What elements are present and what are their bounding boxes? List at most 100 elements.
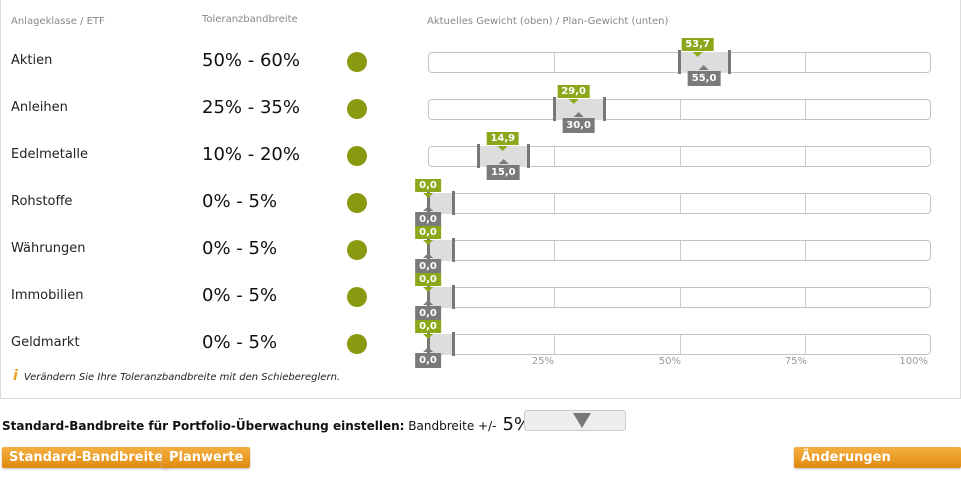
tolerance-range: 10% - 20% — [202, 144, 300, 165]
min-handle[interactable] — [552, 97, 556, 121]
standard-band-slider[interactable] — [524, 410, 626, 431]
max-handle[interactable] — [602, 97, 606, 121]
actual-weight-label: 53,7 — [681, 38, 714, 57]
gridline — [680, 147, 681, 166]
plan-weight-label: 30,0 — [562, 112, 595, 133]
gridline — [805, 288, 806, 307]
hint: i Verändern Sie Ihre Toleranzbandbreite m… — [13, 368, 340, 384]
gridline — [805, 147, 806, 166]
status-dot — [347, 193, 367, 213]
max-handle[interactable] — [452, 191, 456, 215]
tolerance-band — [679, 52, 730, 73]
asset-name: Währungen — [11, 241, 86, 256]
weight-track[interactable] — [428, 99, 931, 120]
standard-value: 5% — [502, 414, 532, 435]
header-tolerance: Toleranzbandbreite — [202, 14, 298, 25]
header-asset: Anlageklasse / ETF — [11, 16, 105, 27]
tolerance-range: 0% - 5% — [202, 285, 278, 306]
gridline — [554, 53, 555, 72]
min-handle[interactable] — [427, 332, 430, 356]
header-weights: Aktuelles Gewicht (oben) / Plan-Gewicht … — [427, 16, 669, 27]
gridline — [554, 335, 555, 354]
status-dot — [347, 287, 367, 307]
standard-band-setting: Standard-Bandbreite für Portfolio-Überwa… — [2, 414, 541, 435]
min-handle[interactable] — [427, 191, 430, 215]
info-icon: i — [13, 368, 18, 384]
gridline — [805, 100, 806, 119]
asset-name: Geldmarkt — [11, 335, 80, 350]
actual-weight-label: 0,0 — [415, 226, 441, 245]
plan-values-button[interactable]: Planwerte — [162, 447, 251, 468]
tick-label: 75% — [784, 356, 807, 367]
tick-label: 25% — [531, 356, 554, 367]
weight-track[interactable] — [428, 193, 931, 214]
gridline — [680, 335, 681, 354]
plan-weight-label: 0,0 — [415, 347, 441, 368]
tolerance-band — [553, 99, 604, 120]
tolerance-range: 50% - 60% — [202, 50, 300, 71]
weight-track[interactable] — [428, 146, 931, 167]
tolerance-band — [428, 193, 454, 214]
tolerance-band — [428, 334, 454, 355]
slider-handle[interactable] — [573, 413, 591, 428]
weight-track[interactable] — [428, 334, 931, 355]
gridline — [680, 288, 681, 307]
tolerance-band — [478, 146, 529, 167]
plan-weight-label: 0,0 — [415, 300, 441, 321]
plan-weight-label: 0,0 — [415, 253, 441, 274]
actual-weight-label: 29,0 — [557, 85, 590, 104]
gridline — [805, 241, 806, 260]
asset-row: Anleihen 25% - 35% 29,0 30,0 — [1, 85, 961, 156]
gridline — [805, 194, 806, 213]
asset-row: Immobilien 0% - 5% 0,0 0,0 — [1, 273, 961, 344]
actual-weight-label: 0,0 — [415, 179, 441, 198]
asset-row: Geldmarkt 0% - 5% 0,0 0,0 — [1, 320, 961, 391]
actual-weight-label: 0,0 — [415, 320, 441, 339]
asset-name: Edelmetalle — [11, 147, 89, 162]
gridline — [680, 194, 681, 213]
tick-label: 50% — [658, 356, 681, 367]
asset-name: Rohstoffe — [11, 194, 73, 209]
gridline — [554, 194, 555, 213]
status-dot — [347, 334, 367, 354]
status-dot — [347, 146, 367, 166]
tolerance-band — [428, 287, 454, 308]
min-handle[interactable] — [427, 238, 430, 262]
actual-weight-label: 14,9 — [486, 132, 520, 151]
asset-row: Aktien 50% - 60% 53,7 55,0 — [1, 38, 961, 109]
status-dot — [347, 240, 367, 260]
asset-name: Aktien — [11, 53, 53, 68]
standard-band-button[interactable]: Standard-Bandbreite — [2, 447, 171, 468]
min-handle[interactable] — [477, 144, 481, 168]
gridline — [554, 288, 555, 307]
max-handle[interactable] — [452, 238, 456, 262]
weight-track[interactable] — [428, 287, 931, 308]
allocation-panel: Anlageklasse / ETF Toleranzbandbreite Ak… — [0, 0, 961, 399]
gridline — [680, 100, 681, 119]
tolerance-band — [428, 240, 454, 261]
tolerance-range: 0% - 5% — [202, 238, 278, 259]
max-handle[interactable] — [452, 332, 456, 356]
gridline — [805, 53, 806, 72]
gridline — [805, 335, 806, 354]
status-dot — [347, 99, 367, 119]
save-changes-button[interactable]: Änderungen speichern — [794, 447, 961, 486]
gridline — [554, 241, 555, 260]
max-handle[interactable] — [452, 285, 456, 309]
min-handle[interactable] — [678, 50, 681, 74]
standard-label: Standard-Bandbreite für Portfolio-Überwa… — [2, 419, 405, 433]
plan-weight-label: 15,0 — [486, 159, 520, 180]
weight-track[interactable] — [428, 240, 931, 261]
max-handle[interactable] — [527, 144, 531, 168]
min-handle[interactable] — [427, 285, 430, 309]
hint-text: Verändern Sie Ihre Toleranzbandbreite mi… — [23, 372, 341, 383]
status-dot — [347, 52, 367, 72]
tolerance-range: 0% - 5% — [202, 191, 278, 212]
tolerance-range: 0% - 5% — [202, 332, 278, 353]
standard-sub: Bandbreite +/- — [408, 419, 497, 433]
tick-label: 100% — [899, 356, 928, 367]
asset-row: Währungen 0% - 5% 0,0 0,0 — [1, 226, 961, 297]
asset-name: Immobilien — [11, 288, 84, 303]
asset-name: Anleihen — [11, 100, 68, 115]
max-handle[interactable] — [728, 50, 732, 74]
